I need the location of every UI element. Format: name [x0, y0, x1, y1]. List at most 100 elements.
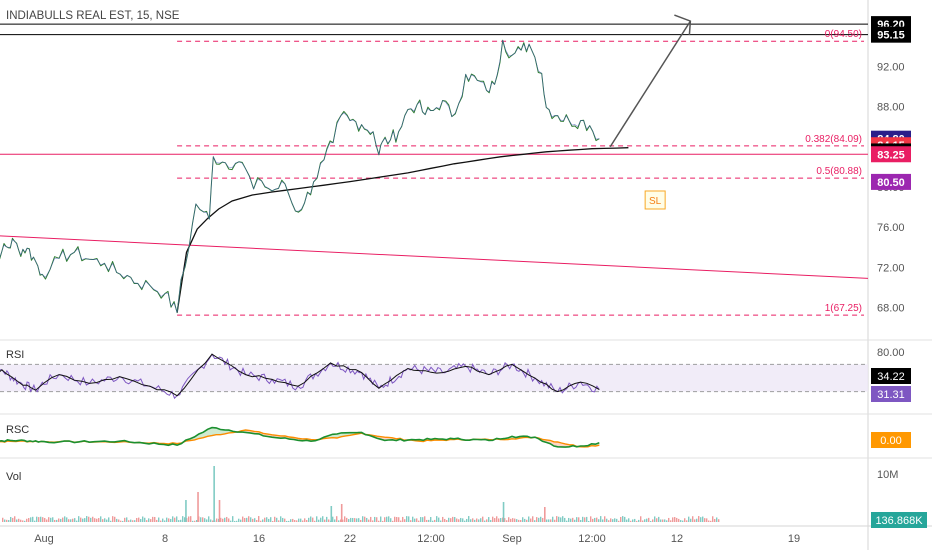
rsi-badge-bg-1: [871, 386, 911, 402]
rsc-green-line: [0, 426, 600, 448]
volume-bar: [248, 516, 250, 522]
volume-bar: [328, 519, 330, 522]
volume-bar: [596, 517, 598, 522]
volume-bar: [432, 520, 434, 522]
volume-bar: [468, 516, 470, 522]
volume-bar: [348, 519, 350, 522]
volume-bar: [692, 516, 694, 522]
volume-bar: [52, 517, 54, 522]
volume-bar: [622, 516, 624, 522]
volume-bar: [32, 516, 34, 522]
price-badge-5: 83.25: [877, 149, 905, 161]
volume-bar: [318, 519, 320, 522]
volume-bar: [286, 520, 288, 522]
volume-bar: [288, 520, 290, 522]
stop-loss-marker-label: SL: [649, 196, 662, 207]
volume-bar: [344, 516, 346, 522]
volume-spike-3: [218, 500, 221, 522]
volume-bar: [506, 520, 508, 522]
volume-bar: [112, 516, 114, 522]
volume-bar: [680, 520, 682, 522]
volume-bar: [408, 516, 410, 522]
volume-bar: [84, 518, 86, 522]
x-tick-label-1: 8: [162, 533, 168, 545]
rsi-badge-1: 31.31: [877, 389, 905, 401]
volume-bar: [470, 519, 472, 522]
volume-bar: [50, 517, 52, 522]
volume-bar: [342, 519, 344, 522]
volume-bar: [230, 520, 232, 522]
volume-bar: [296, 520, 298, 522]
volume-spike-0: [185, 500, 187, 522]
volume-bar: [122, 520, 124, 522]
volume-bar: [448, 517, 450, 522]
volume-bar: [36, 516, 38, 522]
volume-bar: [556, 516, 558, 522]
volume-bar: [118, 519, 120, 522]
volume-bar: [220, 517, 222, 522]
volume-bar: [316, 516, 318, 522]
volume-bar: [572, 517, 574, 522]
fib-level-label-0: 0(94.50): [825, 29, 862, 40]
volume-bar: [110, 520, 112, 522]
x-tick-label-8: 19: [788, 533, 800, 545]
volume-bar: [100, 516, 102, 522]
fib-level-label-2: 0.5(80.88): [816, 166, 862, 177]
volume-bar: [56, 519, 58, 522]
volume-bar: [396, 516, 398, 522]
volume-bar: [696, 518, 698, 522]
volume-bar: [314, 520, 316, 522]
volume-bar: [676, 517, 678, 522]
volume-bar: [488, 517, 490, 522]
volume-bar: [360, 519, 362, 522]
volume-bar: [282, 517, 284, 522]
volume-bar: [260, 520, 262, 522]
price-tick-label-1: 88.00: [877, 102, 905, 114]
volume-bar: [254, 518, 256, 522]
volume-bar: [486, 519, 488, 522]
volume-bar: [114, 516, 116, 522]
price-badge-bg-6: [871, 173, 911, 190]
volume-bar: [478, 519, 480, 522]
volume-bar: [508, 517, 510, 522]
x-tick-label-0: Aug: [34, 533, 54, 545]
volume-bar: [416, 518, 418, 522]
volume-bar: [62, 517, 64, 522]
volume-bar: [662, 519, 664, 522]
volume-bar: [136, 518, 138, 522]
price-line: [0, 39, 600, 314]
volume-bar: [450, 518, 452, 522]
volume-bar: [514, 518, 516, 522]
volume-bar: [480, 518, 482, 522]
volume-tick-label: 10M: [877, 469, 898, 481]
volume-bar: [76, 520, 78, 522]
volume-bar: [684, 518, 686, 522]
volume-bar: [6, 519, 8, 522]
volume-bar: [568, 517, 570, 522]
volume-bar: [64, 516, 66, 522]
volume-bar: [216, 518, 218, 522]
volume-bar: [422, 517, 424, 522]
volume-bar: [88, 516, 90, 522]
volume-bar: [276, 517, 278, 522]
volume-bar: [18, 518, 20, 522]
volume-bar: [564, 517, 566, 522]
volume-bar: [510, 518, 512, 522]
volume-bar: [34, 520, 36, 522]
volume-bar: [528, 516, 530, 522]
volume-bar: [206, 519, 208, 522]
volume-bar: [120, 520, 122, 522]
volume-bar: [274, 516, 276, 522]
volume-bar: [60, 518, 62, 522]
price-tick-label-0: 92.00: [877, 61, 905, 73]
volume-bar: [484, 520, 486, 522]
volume-bar: [588, 520, 590, 522]
volume-bar: [502, 517, 504, 522]
volume-bar: [382, 520, 384, 522]
volume-bar: [606, 518, 608, 522]
volume-bar: [594, 517, 596, 522]
volume-bar: [42, 517, 44, 522]
volume-spike-2: [213, 466, 215, 522]
volume-bar: [298, 518, 300, 522]
